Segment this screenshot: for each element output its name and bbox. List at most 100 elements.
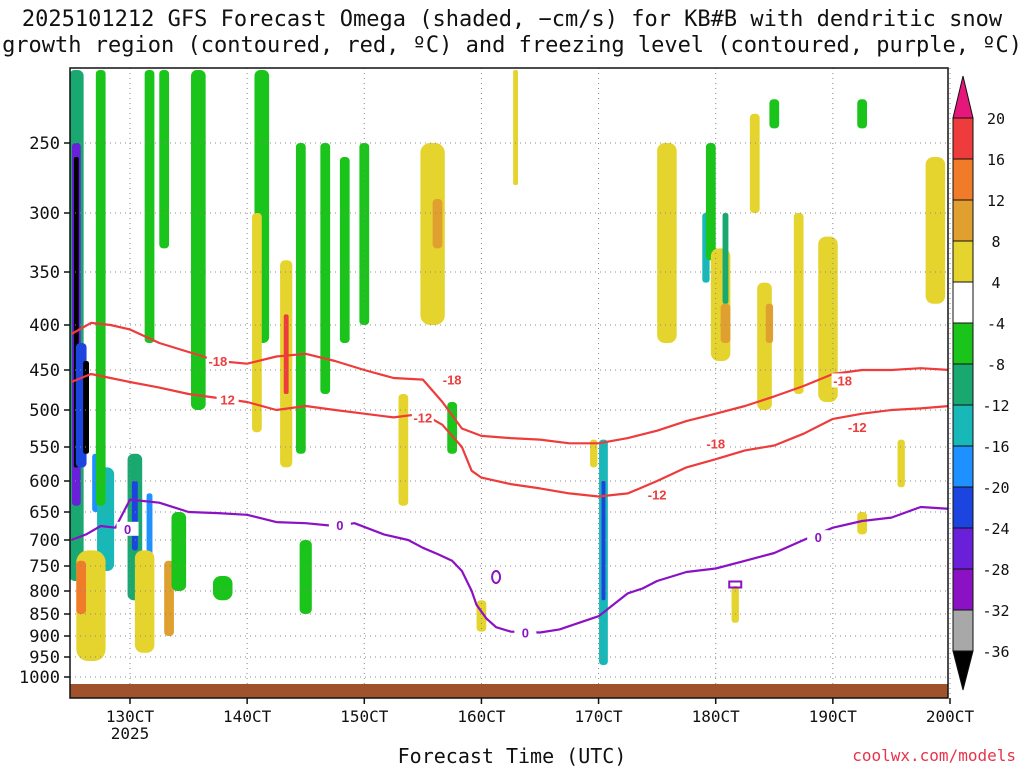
omega-patch	[299, 540, 312, 614]
contour-label-bg	[831, 373, 854, 388]
contour-label-bg	[807, 530, 830, 545]
y-tick-label: 650	[29, 503, 60, 523]
y-tick-label: 250	[29, 134, 60, 154]
colorbar-swatch	[952, 117, 974, 160]
chart-title-line-2: growth region (contoured, red, ºC) and f…	[2, 33, 1022, 58]
colorbar-label: -32	[982, 602, 1009, 620]
contour-label: -18	[833, 373, 852, 388]
y-tick-label: 900	[29, 627, 60, 647]
omega-patch	[818, 236, 838, 402]
contour-label-bg	[514, 625, 537, 640]
omega-patch	[398, 394, 409, 506]
omega-patch	[722, 213, 729, 304]
x-tick-label: 160CT	[457, 707, 506, 726]
colorbar-label: 20	[987, 110, 1005, 128]
colorbar-swatch	[952, 404, 974, 447]
omega-patch	[513, 70, 519, 185]
contour-label: -18	[443, 373, 462, 388]
contour-label: -18	[706, 436, 725, 451]
contour-label-bg	[411, 410, 434, 425]
colorbar-label: 4	[991, 274, 1000, 292]
omega-patch	[134, 550, 155, 653]
omega-patch	[765, 303, 774, 343]
omega-patch	[191, 70, 206, 410]
ground-surface	[70, 684, 948, 698]
colorbar-swatch	[952, 199, 974, 242]
contour-label-bg	[116, 521, 139, 536]
plot-frame	[69, 67, 949, 699]
omega-patch	[76, 560, 87, 614]
source-credit[interactable]: coolwx.com/models	[852, 746, 1016, 765]
contour-layer	[70, 321, 948, 634]
omega-patch	[705, 143, 716, 261]
omega-shading-layer	[70, 70, 946, 665]
colorbar-swatch	[952, 609, 974, 652]
omega-patch	[857, 99, 868, 129]
omega-patch	[925, 157, 946, 304]
omega-patch	[793, 213, 804, 394]
contour-label-bg	[216, 392, 239, 407]
contour-label-layer: -18 12 -18 -12 -18 -12 -18 -12 0 0 0 0	[116, 354, 869, 640]
omega-patch	[171, 512, 187, 591]
contour-label-bg	[206, 354, 229, 368]
x-tick-label: 170CT	[574, 707, 623, 726]
x-tick-label: 180CT	[692, 707, 741, 726]
contour-label: -12	[648, 488, 667, 503]
x-tick-label: 150CT	[340, 707, 389, 726]
colorbar-label: -16	[982, 438, 1009, 456]
y-tick-label: 750	[29, 557, 60, 577]
contour-label-bg	[846, 420, 869, 435]
contour-label: 0	[336, 518, 343, 533]
omega-patch	[252, 213, 262, 433]
x-tick-label: 200CT	[926, 707, 975, 726]
omega-patch	[159, 70, 170, 249]
omega-patch	[601, 481, 606, 601]
contour-line	[70, 321, 948, 445]
y-tick-label: 800	[29, 582, 60, 602]
contour-label: 0	[815, 530, 822, 545]
omega-patch	[131, 481, 138, 551]
colorbar-label: -24	[982, 520, 1009, 538]
omega-patch	[83, 361, 89, 454]
colorbar-label: 16	[987, 151, 1005, 169]
y-tick-label: 850	[29, 605, 60, 625]
omega-patch	[295, 143, 306, 454]
colorbar-swatch	[952, 240, 974, 283]
x-tick-sublabel: 2025	[111, 724, 150, 743]
colorbar-label: -8	[987, 356, 1005, 374]
colorbar-label: -4	[987, 315, 1005, 333]
colorbar-swatch	[952, 486, 974, 529]
x-tick-label: 140CT	[223, 707, 272, 726]
y-tick-label: 550	[29, 438, 60, 458]
colorbar-label: -28	[982, 561, 1009, 579]
colorbar-label: -20	[982, 479, 1009, 497]
freezing-closed-contour	[728, 580, 743, 589]
chart-title-line-1: 2025101212 GFS Forecast Omega (shaded, −…	[21, 7, 1003, 32]
contour-label: -12	[413, 410, 432, 425]
colorbar-swatch	[952, 158, 974, 201]
y-tick-label: 950	[29, 648, 60, 668]
colorbar-top-arrow	[952, 75, 974, 119]
colorbar-legend: 20 16 12 8 4 -4 -8 -12 -16 -20 -24 -28 -32 -36	[952, 75, 1010, 691]
contour-label: -18	[208, 354, 227, 369]
x-axis-title: Forecast Time (UTC)	[397, 744, 627, 768]
contour-line	[70, 372, 948, 498]
omega-patch	[144, 70, 155, 343]
contour-label-bg	[441, 372, 464, 387]
omega-patch	[212, 576, 233, 601]
freezing-closed-contour	[491, 570, 502, 584]
omega-patch	[731, 586, 739, 623]
contour-label-bg	[646, 487, 669, 502]
omega-patch	[720, 303, 731, 343]
omega-patch	[757, 282, 772, 410]
y-tick-label: 300	[29, 204, 60, 224]
y-tick-label: 450	[29, 361, 60, 381]
contour-label: 0	[522, 625, 529, 640]
y-tick-label: 700	[29, 531, 60, 551]
omega-patch	[447, 402, 458, 454]
omega-patch	[339, 157, 350, 343]
y-tick-label: 400	[29, 316, 60, 336]
colorbar-swatch	[952, 281, 974, 324]
omega-patch	[320, 143, 331, 394]
